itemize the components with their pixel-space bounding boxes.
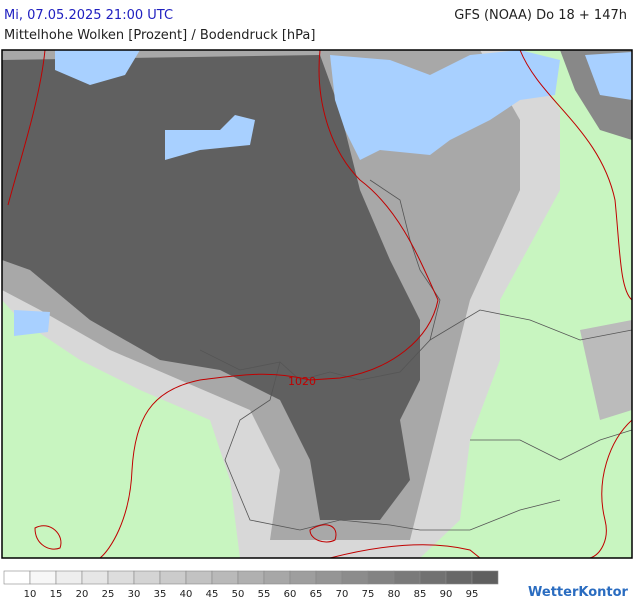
isobar (99, 50, 439, 558)
legend-swatch (315, 570, 343, 585)
legend-label: 40 (180, 589, 193, 600)
legend-swatch (29, 570, 57, 585)
legend-label: 70 (336, 589, 349, 600)
baltic-sea (330, 50, 560, 160)
legend-label: 80 (388, 589, 401, 600)
legend-label: 45 (206, 589, 219, 600)
model-run: GFS (NOAA) Do 18 + 147h (454, 8, 627, 23)
legend-swatch (419, 570, 447, 585)
isobar (519, 50, 632, 301)
legend-swatch (445, 570, 473, 585)
isobar (34, 525, 62, 550)
lake (585, 52, 632, 100)
legend-swatch (107, 570, 135, 585)
map: 1020 (1, 49, 633, 559)
legend-label: 60 (284, 589, 297, 600)
legend-label: 35 (154, 589, 167, 600)
legend-swatch (471, 570, 499, 585)
legend-swatch (3, 570, 31, 585)
legend-swatch (367, 570, 395, 585)
lake (14, 310, 50, 336)
isobar (589, 419, 632, 558)
legend-swatch (55, 570, 83, 585)
legend-swatch (237, 570, 265, 585)
isobar (309, 524, 337, 543)
isobar (7, 50, 46, 206)
legend-swatch (211, 570, 239, 585)
legend-label: 75 (362, 589, 375, 600)
subtitle: Mittelhohe Wolken [Prozent] / Bodendruck… (4, 28, 315, 43)
legend-label: 55 (258, 589, 271, 600)
legend-swatch (133, 570, 161, 585)
legend-label: 95 (466, 589, 479, 600)
legend-label: 20 (76, 589, 89, 600)
legend-label: 30 (128, 589, 141, 600)
legend-swatch (81, 570, 109, 585)
cloud-dense (2, 55, 420, 520)
cloud-southeast (580, 320, 632, 420)
map-frame (1, 49, 633, 559)
legend-label: 10 (24, 589, 37, 600)
brand: WetterKontor (528, 585, 629, 600)
legend: 10 15 20 25 30 35 40 45 50 55 60 65 70 75 80 85 90 95 (3, 570, 499, 600)
legend-label: 15 (50, 589, 63, 600)
legend-label: 90 (440, 589, 453, 600)
legend-swatch (185, 570, 213, 585)
isobar-label: 1020 (288, 375, 316, 388)
sea (55, 50, 140, 85)
legend-swatch (341, 570, 369, 585)
border (429, 309, 632, 341)
legend-swatch (159, 570, 187, 585)
sea (165, 115, 255, 160)
legend-swatch (263, 570, 291, 585)
datetime: Mi, 07.05.2025 21:00 UTC (4, 8, 173, 23)
legend-swatch (289, 570, 317, 585)
isobar (329, 544, 481, 558)
legend-label: 50 (232, 589, 245, 600)
legend-label: 65 (310, 589, 323, 600)
border (470, 429, 632, 461)
legend-label: 85 (414, 589, 427, 600)
legend-swatch (393, 570, 421, 585)
legend-label: 25 (102, 589, 115, 600)
